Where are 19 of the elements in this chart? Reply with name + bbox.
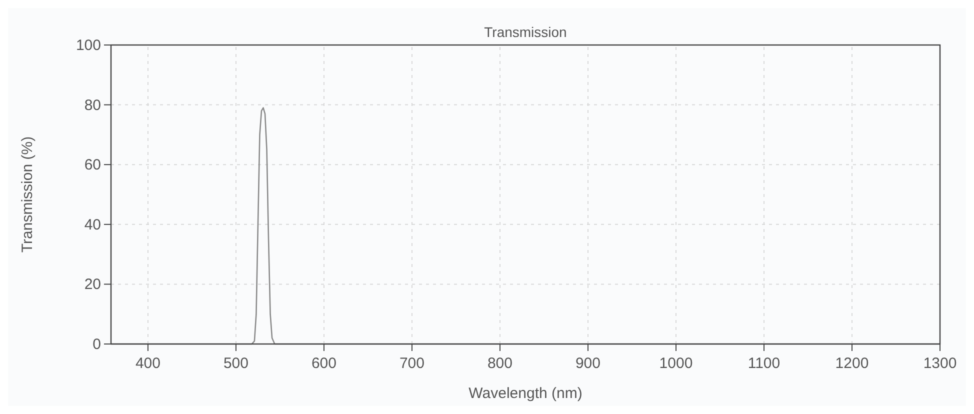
x-tick-label: 800 bbox=[487, 355, 512, 372]
x-tick-label: 900 bbox=[575, 355, 600, 372]
x-axis-title: Wavelength (nm) bbox=[468, 385, 582, 402]
x-tick-label: 1200 bbox=[835, 355, 869, 372]
x-tick-label: 1100 bbox=[748, 355, 780, 372]
x-tick-label: 600 bbox=[311, 355, 336, 372]
y-tick-label: 60 bbox=[84, 156, 101, 174]
x-tick-label: 1300 bbox=[923, 355, 957, 372]
chart-title: Transmission bbox=[484, 24, 567, 40]
y-tick-label: 80 bbox=[84, 96, 101, 114]
x-tick-label: 1000 bbox=[659, 355, 693, 372]
y-tick-label: 40 bbox=[84, 216, 101, 234]
x-tick-label: 400 bbox=[135, 355, 160, 372]
x-tick-label: 700 bbox=[399, 355, 424, 372]
x-tick-label: 500 bbox=[223, 355, 248, 372]
y-tick-label: 100 bbox=[76, 37, 101, 54]
y-axis-title: Transmission (%) bbox=[19, 136, 36, 253]
y-tick-label: 20 bbox=[84, 276, 101, 294]
y-tick-label: 0 bbox=[92, 336, 101, 353]
